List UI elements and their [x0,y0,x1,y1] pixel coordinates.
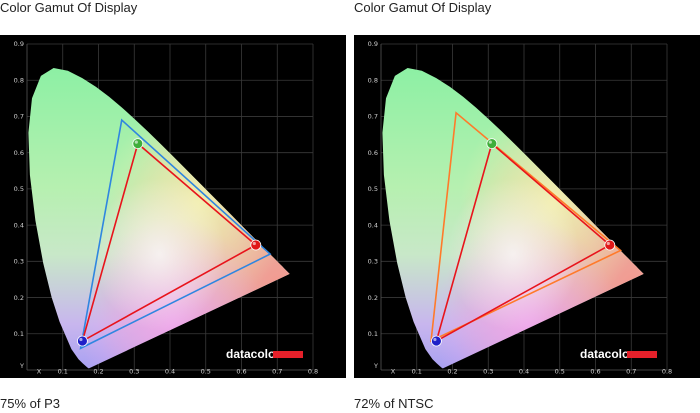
y-axis-label: Y [19,362,24,370]
measured-gamut-triangle [435,142,612,343]
x-tick-label: 0.5 [201,368,211,376]
spectral-locus [382,68,644,369]
marker-highlight [488,140,492,144]
y-tick-label: 0.4 [368,221,378,229]
datacolor-logo: datacolor [226,347,280,361]
x-tick-label: 0.4 [165,368,175,376]
y-tick-label: 0.1 [368,330,378,338]
marker-highlight [433,337,437,342]
caption-left: 75% of P3 [0,396,60,411]
y-tick-label: 0.5 [368,185,378,193]
y-tick-label: 0.8 [14,76,24,84]
y-tick-label: 0.7 [14,113,24,121]
blue-primary-point [77,335,88,347]
y-tick-label: 0.1 [14,330,24,338]
datacolor-logo-bar [273,351,303,358]
x-tick-label: 0.4 [519,368,529,376]
gamut-plot-right: 0.1 0.2 0.3 0.4 0.5 0.6 0.7 0.8 0.1 0.2 0.3 0.4 0.5 0… [354,35,700,378]
y-tick-label: 0.3 [14,258,24,266]
x-tick-label: 0.5 [555,368,565,376]
spectral-locus [28,68,290,369]
marker-highlight [252,241,256,246]
y-tick-label: 0.8 [368,76,378,84]
red-primary-point [250,239,262,251]
x-tick-label: 0.7 [272,368,282,376]
green-primary-point [132,138,144,150]
y-tick-label: 0.4 [14,221,24,229]
x-tick-label: 0.3 [129,368,139,376]
x-tick-label: 0.8 [662,368,672,376]
x-axis-label: X [391,368,396,376]
y-tick-label: 0.3 [368,258,378,266]
datacolor-logo-bar [627,351,657,358]
gamut-chart-left: 0.1 0.2 0.3 0.4 0.5 0.6 0.7 0.8 0.1 0.2 0.3 0.4 0.5 0… [14,40,319,376]
x-tick-label: 0.2 [447,368,457,376]
gamut-chart-right: 0.1 0.2 0.3 0.4 0.5 0.6 0.7 0.8 0.1 0.2 0.3 0.4 0.5 0… [368,40,673,376]
green-primary-point [486,138,498,150]
y-tick-label: 0.7 [368,113,378,121]
x-tick-label: 0.6 [236,368,246,376]
y-tick-label: 0.2 [368,294,378,302]
y-tick-label: 0.9 [368,40,378,48]
gamut-plot-left: 0.1 0.2 0.3 0.4 0.5 0.6 0.7 0.8 0.1 0.2 0.3 0.4 0.5 0… [0,35,346,378]
y-tick-label: 0.9 [14,40,24,48]
y-tick-label: 0.2 [14,294,24,302]
marker-highlight [79,337,83,342]
caption-right: 72% of NTSC [354,396,434,411]
blue-primary-point [431,335,442,347]
measured-gamut-triangle [81,142,258,343]
red-primary-point [604,239,616,251]
p3-gamut-triangle [79,118,272,350]
x-tick-label: 0.3 [483,368,493,376]
x-tick-label: 0.2 [93,368,103,376]
x-tick-label: 0.7 [626,368,636,376]
x-tick-label: 0.1 [58,368,68,376]
y-tick-label: 0.6 [368,149,378,157]
y-tick-label: 0.6 [14,149,24,157]
y-tick-label: 0.5 [14,185,24,193]
datacolor-logo: datacolor [580,347,634,361]
x-tick-label: 0.1 [412,368,422,376]
marker-highlight [134,140,138,144]
chart-title-right: Color Gamut Of Display [354,0,492,15]
y-axis-label: Y [373,362,378,370]
x-axis-label: X [37,368,42,376]
marker-highlight [606,241,610,246]
chart-title-left: Color Gamut Of Display [0,0,138,15]
x-tick-label: 0.8 [308,368,318,376]
x-tick-label: 0.6 [590,368,600,376]
ntsc-gamut-triangle [430,111,622,343]
